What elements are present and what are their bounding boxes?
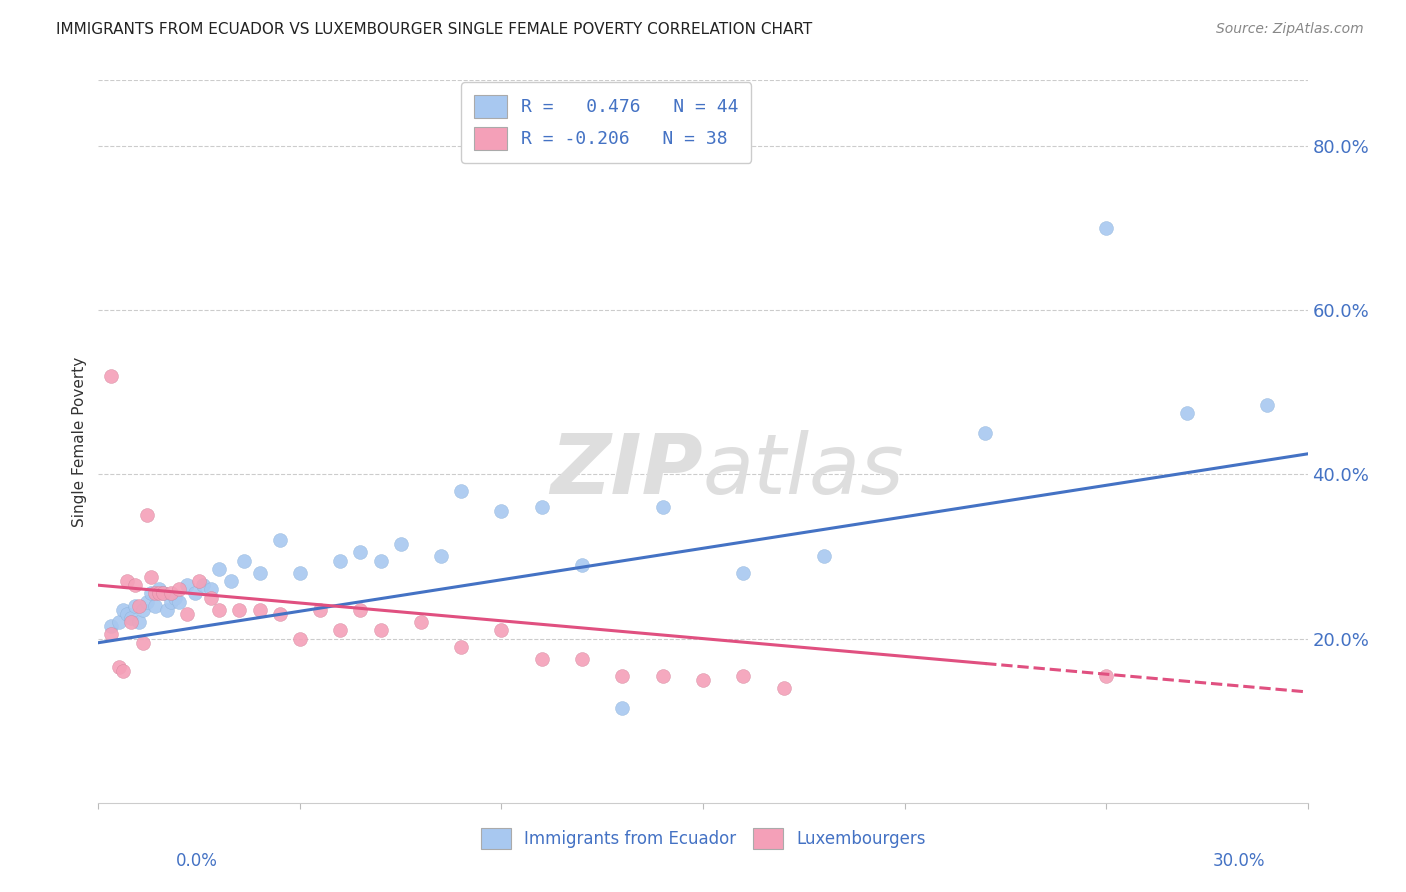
Point: [249, 566, 271, 580]
Point: [612, 701, 634, 715]
Point: [530, 652, 553, 666]
Point: [309, 603, 332, 617]
Point: [176, 607, 198, 621]
Point: [612, 668, 634, 682]
Point: [160, 594, 183, 608]
Text: 0.0%: 0.0%: [176, 852, 218, 870]
Point: [288, 632, 311, 646]
Point: [143, 599, 166, 613]
Point: [163, 591, 186, 605]
Point: [389, 537, 412, 551]
Point: [167, 594, 190, 608]
Point: [193, 578, 215, 592]
Point: [370, 553, 392, 567]
Point: [349, 603, 371, 617]
Point: [651, 668, 673, 682]
Point: [221, 574, 243, 588]
Point: [208, 603, 231, 617]
Point: [152, 586, 174, 600]
Point: [1095, 221, 1118, 235]
Point: [100, 627, 122, 641]
Point: [733, 668, 755, 682]
Point: [132, 636, 155, 650]
Text: Source: ZipAtlas.com: Source: ZipAtlas.com: [1216, 22, 1364, 37]
Point: [491, 624, 513, 638]
Point: [184, 586, 207, 600]
Point: [772, 681, 794, 695]
Y-axis label: Single Female Poverty: Single Female Poverty: [72, 357, 87, 526]
Text: atlas: atlas: [703, 430, 904, 511]
Point: [107, 615, 129, 630]
Point: [107, 660, 129, 674]
Point: [135, 594, 157, 608]
Point: [115, 607, 138, 621]
Point: [111, 665, 134, 679]
Point: [176, 578, 198, 592]
Point: [651, 500, 673, 515]
Point: [1095, 668, 1118, 682]
Point: [692, 673, 714, 687]
Point: [571, 558, 593, 572]
Point: [228, 603, 250, 617]
Text: IMMIGRANTS FROM ECUADOR VS LUXEMBOURGER SINGLE FEMALE POVERTY CORRELATION CHART: IMMIGRANTS FROM ECUADOR VS LUXEMBOURGER …: [56, 22, 813, 37]
Point: [269, 607, 291, 621]
Point: [249, 603, 271, 617]
Point: [188, 574, 211, 588]
Point: [813, 549, 835, 564]
Point: [148, 586, 170, 600]
Point: [329, 553, 352, 567]
Point: [111, 603, 134, 617]
Point: [450, 483, 472, 498]
Point: [167, 582, 190, 597]
Point: [120, 615, 142, 630]
Point: [152, 586, 174, 600]
Point: [143, 586, 166, 600]
Point: [160, 586, 183, 600]
Point: [733, 566, 755, 580]
Legend: Immigrants from Ecuador, Luxembourgers: Immigrants from Ecuador, Luxembourgers: [474, 822, 932, 856]
Point: [124, 599, 146, 613]
Point: [100, 619, 122, 633]
Point: [148, 582, 170, 597]
Point: [450, 640, 472, 654]
Point: [100, 368, 122, 383]
Point: [430, 549, 453, 564]
Point: [329, 624, 352, 638]
Point: [156, 603, 179, 617]
Point: [124, 578, 146, 592]
Point: [128, 599, 150, 613]
Point: [1256, 398, 1278, 412]
Point: [200, 582, 222, 597]
Point: [269, 533, 291, 547]
Point: [120, 611, 142, 625]
Point: [370, 624, 392, 638]
Text: 30.0%: 30.0%: [1213, 852, 1265, 870]
Point: [232, 553, 254, 567]
Point: [200, 591, 222, 605]
Point: [139, 586, 162, 600]
Point: [132, 603, 155, 617]
Point: [128, 615, 150, 630]
Text: ZIP: ZIP: [550, 430, 703, 511]
Point: [530, 500, 553, 515]
Point: [974, 426, 997, 441]
Point: [409, 615, 432, 630]
Point: [139, 570, 162, 584]
Point: [571, 652, 593, 666]
Point: [349, 545, 371, 559]
Point: [288, 566, 311, 580]
Point: [135, 508, 157, 523]
Point: [1175, 406, 1198, 420]
Point: [491, 504, 513, 518]
Point: [115, 574, 138, 588]
Point: [208, 562, 231, 576]
